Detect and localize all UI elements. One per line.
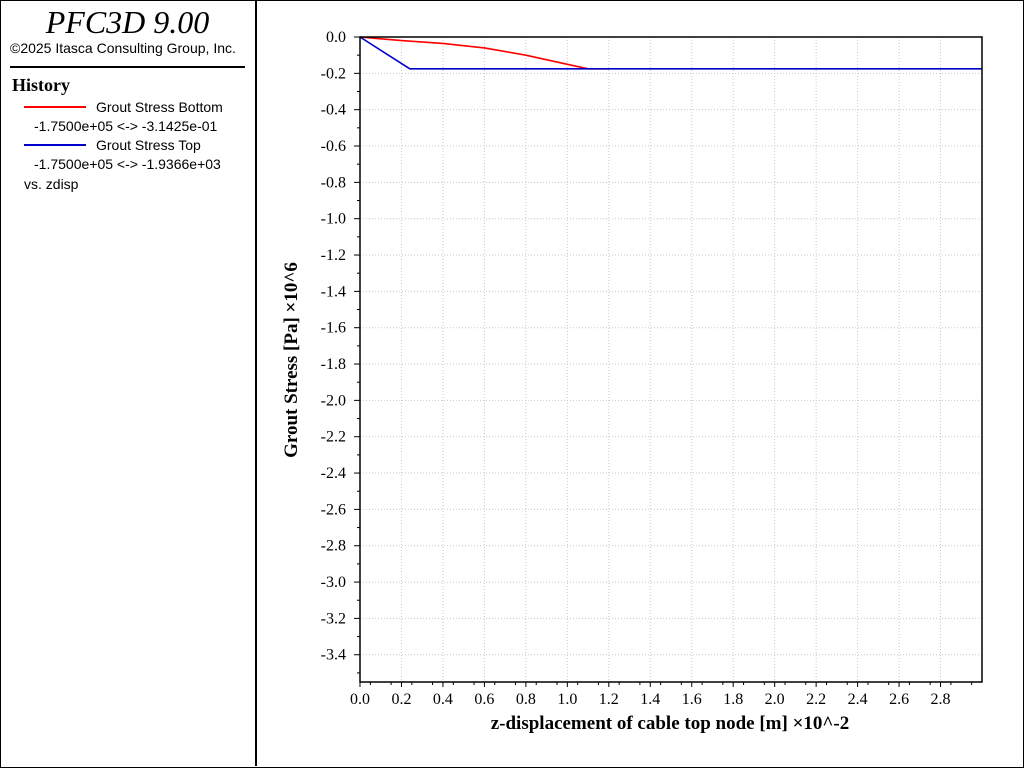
app-title: PFC3D 9.00 bbox=[45, 4, 210, 40]
series-layer bbox=[359, 36, 982, 70]
legend-entry-bottom-range: -1.7500e+05 <-> -3.1425e-01 bbox=[34, 118, 218, 134]
y-tick-label: -0.2 bbox=[321, 65, 346, 82]
plot-frame bbox=[359, 36, 983, 683]
y-tick-label: -3.2 bbox=[321, 610, 346, 627]
legend-panel: PFC3D 9.00 ©2025 Itasca Consulting Group… bbox=[0, 0, 257, 766]
copyright-text: ©2025 Itasca Consulting Group, Inc. bbox=[10, 40, 236, 56]
y-tick-label: -1.2 bbox=[321, 247, 346, 264]
x-tick-label: 2.0 bbox=[765, 691, 785, 708]
y-tick-label: -2.6 bbox=[321, 501, 346, 518]
vs-label: vs. zdisp bbox=[24, 176, 79, 192]
legend-swatch-bottom bbox=[24, 106, 86, 108]
x-tick-label: 2.4 bbox=[848, 691, 868, 708]
axes bbox=[354, 36, 983, 687]
y-tick-label: -2.8 bbox=[321, 538, 346, 555]
y-tick-label: -1.4 bbox=[321, 283, 346, 300]
y-tick-label: -2.4 bbox=[321, 465, 346, 482]
y-tick-label: -3.4 bbox=[321, 647, 346, 664]
x-tick-label: 1.6 bbox=[682, 691, 702, 708]
x-tick-label: 1.2 bbox=[599, 691, 619, 708]
x-tick-label: 0.4 bbox=[433, 691, 453, 708]
x-tick-label: 1.0 bbox=[557, 691, 577, 708]
divider bbox=[10, 66, 245, 68]
grid bbox=[360, 37, 982, 682]
legend-swatch-top bbox=[24, 144, 86, 146]
x-tick-label: 1.4 bbox=[640, 691, 660, 708]
x-tick-label: 2.8 bbox=[931, 691, 951, 708]
y-tick-label: -0.4 bbox=[321, 102, 346, 119]
y-tick-label: -2.2 bbox=[321, 429, 346, 446]
x-tick-label: 0.6 bbox=[474, 691, 494, 708]
history-heading: History bbox=[12, 75, 70, 95]
legend-entry-bottom-name: Grout Stress Bottom bbox=[96, 99, 223, 115]
legend-entry-top-name: Grout Stress Top bbox=[96, 137, 201, 153]
y-tick-label: -1.8 bbox=[321, 356, 346, 373]
y-axis-title: Grout Stress [Pa] ×10^6 bbox=[281, 262, 302, 458]
x-axis-title: z-displacement of cable top node [m] ×10… bbox=[491, 713, 850, 734]
x-tick-label: 1.8 bbox=[723, 691, 743, 708]
y-tick-label: 0.0 bbox=[326, 29, 346, 46]
x-tick-label: 0.0 bbox=[350, 691, 370, 708]
x-tick-label: 0.2 bbox=[391, 691, 411, 708]
y-tick-label: -3.0 bbox=[321, 574, 346, 591]
x-tick-label: 2.6 bbox=[889, 691, 909, 708]
legend-entry-top-range: -1.7500e+05 <-> -1.9366e+03 bbox=[34, 156, 221, 172]
y-tick-label: -1.0 bbox=[321, 211, 346, 228]
y-tick-label: -2.0 bbox=[321, 392, 346, 409]
y-tick-label: -0.6 bbox=[321, 138, 346, 155]
y-tick-labels: 0.0 -0.2 -0.4 -0.6 -0.8 -1.0 -1.2 -1.4 -1.6 -1.8 -… bbox=[321, 29, 346, 664]
x-tick-labels: 0.0 0.2 0.4 0.6 0.8 1.0 1.2 1.4 1.6 1.8 2.0 2.2 2.4 2… bbox=[350, 691, 951, 708]
chart-area: 0.0 0.2 0.4 0.6 0.8 1.0 1.2 1.4 1.6 1.8 2.0 2.2 2.4 2… bbox=[281, 29, 983, 734]
y-tick-label: -1.6 bbox=[321, 320, 346, 337]
y-tick-label: -0.8 bbox=[321, 174, 346, 191]
x-tick-label: 2.2 bbox=[806, 691, 826, 708]
series-line-grout-stress-top bbox=[359, 36, 982, 70]
x-tick-label: 0.8 bbox=[516, 691, 536, 708]
